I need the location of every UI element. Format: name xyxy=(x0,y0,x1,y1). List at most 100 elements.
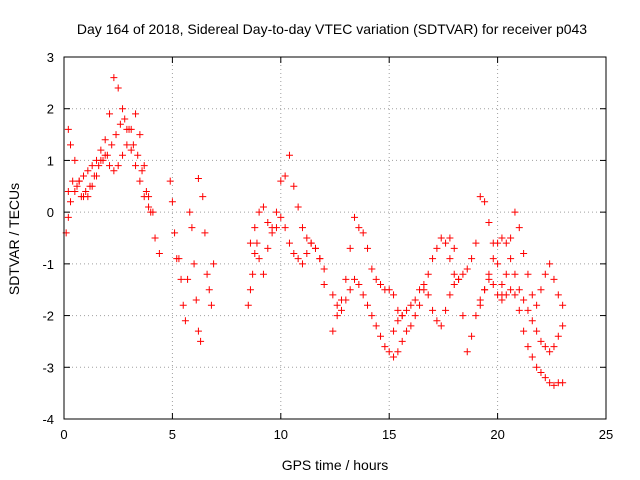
data-markers xyxy=(62,74,567,389)
y-tick-label: 2 xyxy=(47,102,54,117)
data-point xyxy=(416,301,424,309)
data-point xyxy=(151,234,159,242)
y-tick-label: 3 xyxy=(47,50,54,65)
data-point xyxy=(201,229,209,237)
data-point xyxy=(294,203,302,211)
data-point xyxy=(277,177,285,185)
data-point xyxy=(368,312,376,320)
data-point xyxy=(429,306,437,314)
data-point xyxy=(394,317,402,325)
series-track-13 xyxy=(498,208,567,309)
series-track-8 xyxy=(329,213,406,335)
data-point xyxy=(520,296,528,304)
data-point xyxy=(524,306,532,314)
data-point xyxy=(194,327,202,335)
data-point xyxy=(303,234,311,242)
y-axis-label: SDTVAR / TECUs xyxy=(6,183,22,295)
data-point xyxy=(320,265,328,273)
data-point xyxy=(277,213,285,221)
data-point xyxy=(472,239,480,247)
data-point xyxy=(559,322,567,330)
data-point xyxy=(155,250,163,258)
data-point xyxy=(210,260,218,268)
data-point xyxy=(372,275,380,283)
data-point xyxy=(450,281,458,289)
data-point xyxy=(459,312,467,320)
data-point xyxy=(192,296,200,304)
data-point xyxy=(494,239,502,247)
data-point xyxy=(481,286,489,294)
data-point xyxy=(108,141,116,149)
data-point xyxy=(127,146,135,154)
data-point xyxy=(437,322,445,330)
data-point xyxy=(520,250,528,258)
y-tick-label: -4 xyxy=(42,412,54,427)
data-point xyxy=(140,162,148,170)
data-point xyxy=(145,203,153,211)
data-point xyxy=(67,141,75,149)
data-point xyxy=(359,229,367,237)
data-point xyxy=(442,239,450,247)
data-point xyxy=(329,327,337,335)
data-point xyxy=(259,203,267,211)
data-point xyxy=(290,250,298,258)
x-tick-label: 0 xyxy=(60,427,67,442)
data-point xyxy=(524,270,532,278)
data-point xyxy=(385,286,393,294)
data-point xyxy=(294,255,302,263)
data-point xyxy=(398,337,406,345)
data-point xyxy=(468,332,476,340)
data-point xyxy=(84,193,92,201)
data-point xyxy=(537,286,545,294)
data-point xyxy=(346,286,354,294)
data-point xyxy=(528,317,536,325)
data-point xyxy=(355,281,363,289)
x-tick-label: 20 xyxy=(490,427,504,442)
data-point xyxy=(515,286,523,294)
y-tick-label: -3 xyxy=(42,360,54,375)
data-point xyxy=(184,275,192,283)
data-point xyxy=(424,270,432,278)
data-point xyxy=(255,208,263,216)
data-point xyxy=(179,301,187,309)
data-point xyxy=(502,239,510,247)
data-point xyxy=(550,381,558,389)
y-tick-label: -2 xyxy=(42,309,54,324)
data-point xyxy=(502,270,510,278)
data-point xyxy=(559,379,567,387)
data-point xyxy=(554,291,562,299)
x-axis-label: GPS time / hours xyxy=(282,457,389,473)
x-tick-label: 10 xyxy=(274,427,288,442)
data-point xyxy=(489,255,497,263)
data-point xyxy=(112,131,120,139)
series-track-3 xyxy=(62,110,153,237)
data-point xyxy=(507,286,515,294)
data-point xyxy=(123,141,131,149)
data-point xyxy=(450,244,458,252)
data-point xyxy=(303,250,311,258)
data-point xyxy=(166,177,174,185)
data-point xyxy=(520,327,528,335)
data-point xyxy=(101,151,109,159)
series-track-9 xyxy=(329,234,458,361)
data-point xyxy=(515,306,523,314)
data-point xyxy=(142,187,150,195)
chart-title: Day 164 of 2018, Sidereal Day-to-day VTE… xyxy=(77,21,587,37)
data-point xyxy=(75,177,83,185)
data-point xyxy=(416,286,424,294)
data-point xyxy=(407,301,415,309)
data-point xyxy=(168,198,176,206)
data-point xyxy=(71,156,79,164)
data-point xyxy=(546,348,554,356)
data-point xyxy=(64,187,72,195)
data-point xyxy=(554,332,562,340)
data-point xyxy=(134,151,142,159)
data-point xyxy=(121,115,129,123)
data-point xyxy=(355,224,363,232)
data-point xyxy=(177,275,185,283)
data-point xyxy=(446,255,454,263)
data-point xyxy=(381,343,389,351)
data-point xyxy=(364,301,372,309)
data-point xyxy=(199,193,207,201)
data-point xyxy=(71,187,79,195)
